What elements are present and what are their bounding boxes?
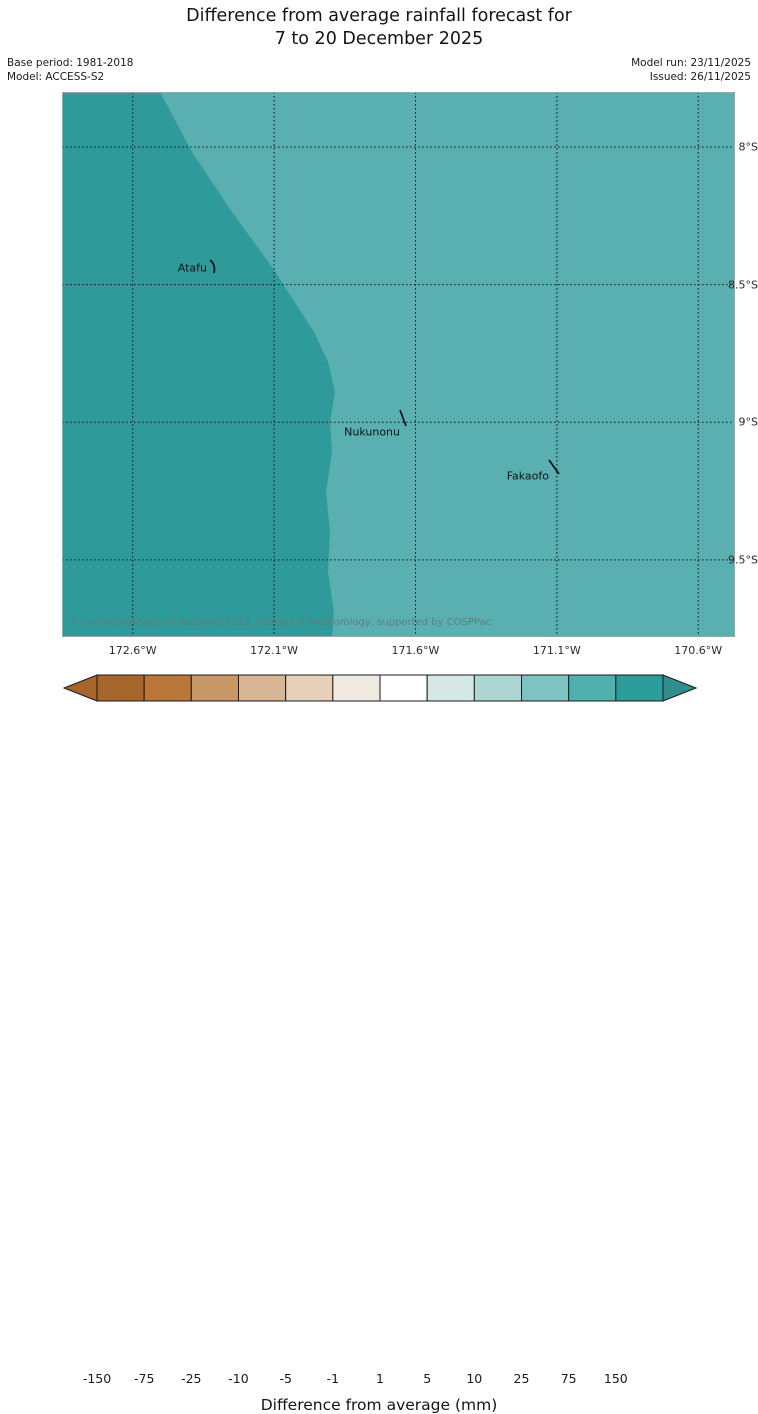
base-period-text: Base period: 1981-2018 [7, 57, 134, 69]
lon-tick-label-1: 172.1°W [250, 644, 299, 657]
colorbar-segment-3 [238, 674, 287, 702]
anomaly-region-high [62, 92, 335, 637]
colorbar-segment-1 [143, 674, 192, 702]
colorbar-tick-8: 10 [466, 1371, 483, 1386]
model-text: Model: ACCESS-S2 [7, 71, 105, 83]
colorbar-segment-7 [426, 674, 475, 702]
lat-tick-label-3: 9.5°S [728, 553, 758, 567]
colorbar-tick-9: 25 [513, 1371, 530, 1386]
map-canvas [62, 92, 735, 637]
colorbar-axis-label: Difference from average (mm) [260, 1396, 498, 1414]
metadata-left: Base period: 1981-2018 Model: ACCESS-S2 [7, 56, 133, 84]
colorbar-segment-2 [190, 674, 239, 702]
lat-tick-label-0: 8°S [738, 140, 758, 154]
colorbar-over-arrow [662, 674, 698, 702]
lat-tick-label-1: 8.5°S [728, 278, 758, 292]
colorbar-tick-6: 1 [376, 1371, 384, 1386]
colorbar-segment-8 [473, 674, 522, 702]
nukunonu-atoll-icon [399, 409, 407, 427]
lon-tick-label-2: 171.6°W [391, 644, 440, 657]
colorbar-segment-10 [568, 674, 617, 702]
colorbar-tick-10: 75 [560, 1371, 577, 1386]
map-frame [62, 92, 735, 637]
map-gridlines [62, 92, 735, 637]
colorbar-under-arrow [62, 674, 98, 702]
atoll-shapes [209, 259, 560, 475]
colorbar-tick-5: -1 [326, 1371, 340, 1386]
colorbar-swatches [62, 674, 698, 702]
page-title: Difference from average rainfall forecas… [0, 5, 758, 51]
place-label-fakaofo: Fakaofo [506, 469, 549, 483]
colorbar-segment-4 [285, 674, 334, 702]
colorbar-segment-0 [96, 674, 145, 702]
model-run-text: Model run: 23/11/2025 [631, 57, 751, 69]
rainfall-anomaly-map: Atafu Nukunonu Fakaofo © Commonwealth of… [62, 92, 735, 637]
colorbar-tick-0: -150 [82, 1371, 112, 1386]
fakaofo-atoll-icon [548, 459, 560, 475]
copyright-credit: © Commonwealth of Australia 2025, Bureau… [70, 617, 492, 628]
colorbar-tick-11: 150 [603, 1371, 628, 1386]
colorbar-tick-1: -75 [133, 1371, 155, 1386]
place-label-nukunonu: Nukunonu [344, 425, 400, 439]
colorbar-legend: -150 -75 -25 -10 -5 -1 1 5 10 25 75 150 Difference … [0, 668, 758, 1414]
lon-tick-label-3: 171.1°W [532, 644, 581, 657]
colorbar-tick-2: -25 [181, 1371, 202, 1386]
colorbar-segment-9 [521, 674, 570, 702]
issued-text: Issued: 26/11/2025 [649, 71, 751, 83]
colorbar-tick-7: 5 [423, 1371, 432, 1386]
place-label-atafu: Atafu [177, 261, 207, 275]
title-line-2: 7 to 20 December 2025 [274, 29, 484, 49]
lon-tick-label-0: 172.6°W [108, 644, 157, 657]
title-line-1: Difference from average rainfall forecas… [186, 6, 572, 26]
atafu-atoll-icon [209, 259, 216, 274]
colorbar-segment-6 [379, 674, 428, 702]
metadata-right: Model run: 23/11/2025 Issued: 26/11/2025 [631, 56, 751, 84]
colorbar-tick-3: -10 [228, 1371, 249, 1386]
colorbar-tick-4: -5 [279, 1371, 292, 1386]
colorbar-segment-5 [332, 674, 381, 702]
lat-tick-label-2: 9°S [738, 415, 758, 429]
colorbar-segment-11 [615, 674, 664, 702]
lon-tick-label-4: 170.6°W [674, 644, 723, 657]
